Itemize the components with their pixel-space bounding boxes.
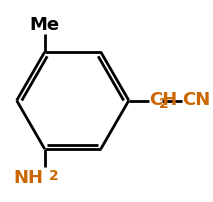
Text: CN: CN xyxy=(182,91,210,109)
Text: NH: NH xyxy=(14,168,44,186)
Text: 2: 2 xyxy=(49,168,59,182)
Text: Me: Me xyxy=(30,16,60,34)
Text: 2: 2 xyxy=(158,97,168,111)
Text: CH: CH xyxy=(149,91,177,109)
